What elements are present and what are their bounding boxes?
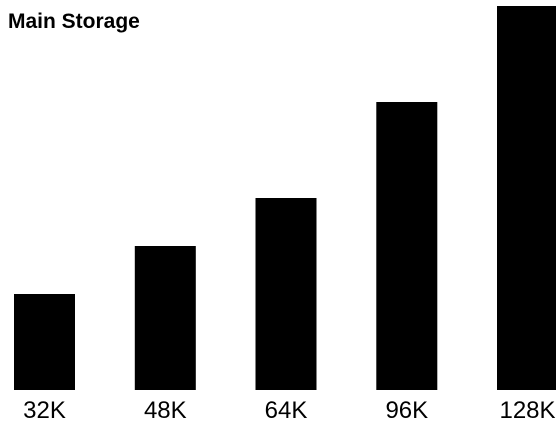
bar-32k [14, 294, 75, 390]
bar-128k [497, 6, 556, 390]
bar-64k [255, 198, 317, 390]
bars-group [14, 6, 556, 390]
bar-96k [376, 102, 438, 390]
tick-label-32k: 32K [23, 397, 66, 423]
tick-label-64k: 64K [265, 397, 308, 423]
tick-label-96k: 96K [385, 397, 428, 423]
tick-label-48k: 48K [144, 397, 187, 423]
tick-label-128k: 128K [499, 397, 555, 423]
bar-48k [134, 246, 196, 390]
x-tick-labels: 32K 48K 64K 96K 128K [23, 397, 555, 423]
chart-title: Main Storage [8, 10, 140, 33]
